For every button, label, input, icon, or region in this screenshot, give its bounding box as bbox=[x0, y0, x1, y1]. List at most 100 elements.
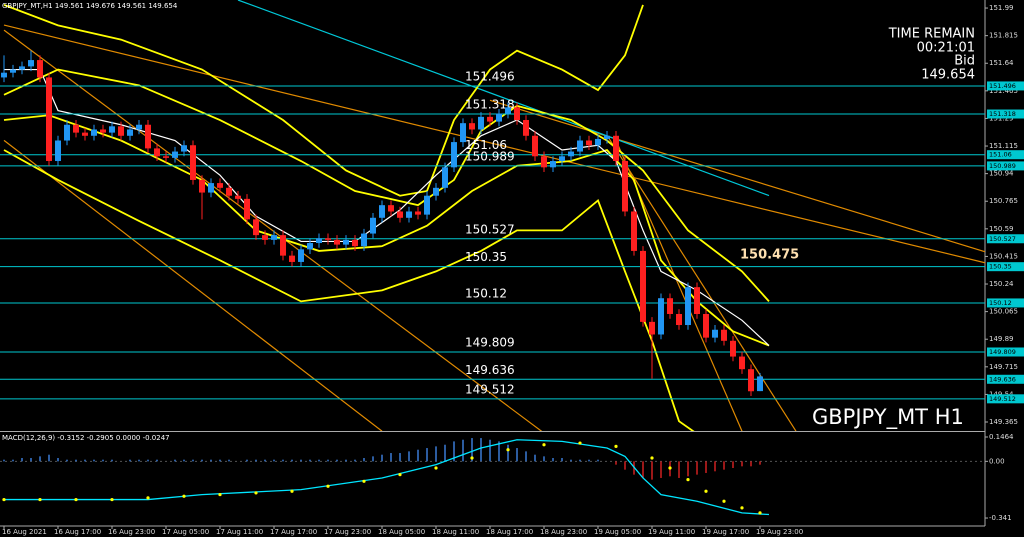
histogram-bar bbox=[363, 458, 365, 462]
level-label: 149.636 bbox=[465, 363, 515, 377]
signal-dot bbox=[704, 489, 708, 493]
y-tick-label: 150.24 bbox=[989, 280, 1014, 288]
candle-body bbox=[595, 138, 601, 146]
candle-body bbox=[136, 124, 142, 130]
signal-dot bbox=[506, 448, 510, 452]
candle-body bbox=[757, 376, 763, 392]
candle-body bbox=[433, 187, 439, 196]
histogram-bar bbox=[507, 444, 509, 462]
histogram-bar bbox=[300, 459, 302, 462]
histogram-bar bbox=[3, 459, 5, 462]
candle-body bbox=[262, 235, 268, 240]
histogram-bar bbox=[480, 438, 482, 462]
x-tick-label: 16 Aug 23:00 bbox=[108, 528, 155, 536]
candle-body bbox=[190, 145, 196, 180]
signal-dot bbox=[470, 456, 474, 460]
candle-body bbox=[739, 356, 745, 370]
candle-body bbox=[622, 161, 628, 212]
overlay-line bbox=[3, 4, 644, 197]
level-label: 149.512 bbox=[465, 382, 515, 396]
x-tick-label: 19 Aug 17:00 bbox=[702, 528, 749, 536]
candle-body bbox=[631, 211, 637, 251]
signal-dot bbox=[398, 473, 402, 477]
signal-dot bbox=[326, 484, 330, 488]
x-tick-label: 19 Aug 23:00 bbox=[756, 528, 803, 536]
signal-dot bbox=[722, 499, 726, 503]
histogram-bar bbox=[678, 461, 680, 478]
histogram-bar bbox=[336, 459, 338, 462]
histogram-bar bbox=[741, 461, 743, 467]
candle-body bbox=[370, 217, 376, 234]
level-box-label: 151.318 bbox=[989, 110, 1016, 118]
histogram-bar bbox=[192, 459, 194, 462]
candle-body bbox=[658, 298, 664, 335]
overlay-line bbox=[3, 24, 985, 264]
candle-body bbox=[748, 369, 754, 392]
overlay-line bbox=[3, 68, 770, 302]
candle-body bbox=[712, 329, 718, 338]
candle-body bbox=[460, 123, 466, 143]
y-tick-label: -0.341 bbox=[989, 514, 1012, 522]
histogram-bar bbox=[561, 458, 563, 462]
candle-body bbox=[244, 198, 250, 220]
candle-body bbox=[1, 72, 7, 78]
candle-body bbox=[685, 287, 691, 326]
histogram-bar bbox=[444, 444, 446, 462]
candle-body bbox=[19, 66, 25, 70]
level-box bbox=[987, 298, 1024, 308]
price-label: 150.475 bbox=[740, 247, 799, 262]
level-label: 150.989 bbox=[465, 149, 515, 163]
info-text: 149.654 bbox=[921, 68, 975, 83]
signal-dot bbox=[434, 466, 438, 470]
histogram-bar bbox=[615, 461, 617, 465]
candle-body bbox=[505, 107, 511, 114]
histogram-bar bbox=[12, 459, 14, 462]
signal-dot bbox=[74, 497, 78, 502]
watermark: GBPJPY_MT H1 bbox=[812, 405, 964, 430]
level-box bbox=[987, 161, 1024, 171]
histogram-bar bbox=[102, 459, 104, 462]
candle-body bbox=[145, 124, 151, 149]
level-label: 151.496 bbox=[465, 69, 515, 83]
candle-body bbox=[388, 205, 394, 212]
histogram-bar bbox=[201, 459, 203, 462]
level-box bbox=[987, 150, 1024, 160]
level-box-label: 150.12 bbox=[989, 299, 1012, 307]
level-box bbox=[987, 234, 1024, 244]
candle-body bbox=[172, 151, 178, 158]
overlay-line bbox=[237, 0, 770, 197]
histogram-bar bbox=[579, 459, 581, 462]
candle-body bbox=[559, 156, 565, 162]
histogram-bar bbox=[372, 456, 374, 462]
candle-body bbox=[100, 129, 106, 133]
histogram-bar bbox=[525, 451, 527, 462]
histogram-bar bbox=[318, 459, 320, 462]
candle-body bbox=[280, 235, 286, 256]
candle-body bbox=[451, 142, 457, 168]
candle-body bbox=[217, 183, 223, 188]
info-text: TIME REMAIN bbox=[888, 27, 975, 42]
histogram-bar bbox=[228, 459, 230, 462]
level-label: 150.527 bbox=[465, 222, 515, 236]
overlay-line bbox=[489, 99, 985, 253]
histogram-bar bbox=[84, 459, 86, 462]
signal-dot bbox=[614, 444, 618, 448]
signal-dot bbox=[182, 494, 186, 498]
y-tick-label: 0.00 bbox=[989, 457, 1005, 465]
histogram-bar bbox=[264, 459, 266, 462]
histogram-bar bbox=[309, 459, 311, 462]
y-tick-label: 151.815 bbox=[989, 32, 1018, 40]
histogram-bar bbox=[687, 461, 689, 477]
x-tick-label: 17 Aug 11:00 bbox=[216, 528, 263, 536]
histogram-bar bbox=[399, 453, 401, 462]
histogram-bar bbox=[111, 459, 113, 462]
candle-body bbox=[361, 233, 367, 247]
candle-body bbox=[469, 123, 475, 130]
histogram-bar bbox=[147, 459, 149, 462]
candle-body bbox=[271, 235, 277, 240]
histogram-bar bbox=[138, 459, 140, 462]
y-tick-label: 151.465 bbox=[989, 87, 1018, 95]
candle-body bbox=[289, 255, 295, 262]
signal-dot bbox=[38, 497, 42, 502]
histogram-bar bbox=[57, 458, 59, 462]
